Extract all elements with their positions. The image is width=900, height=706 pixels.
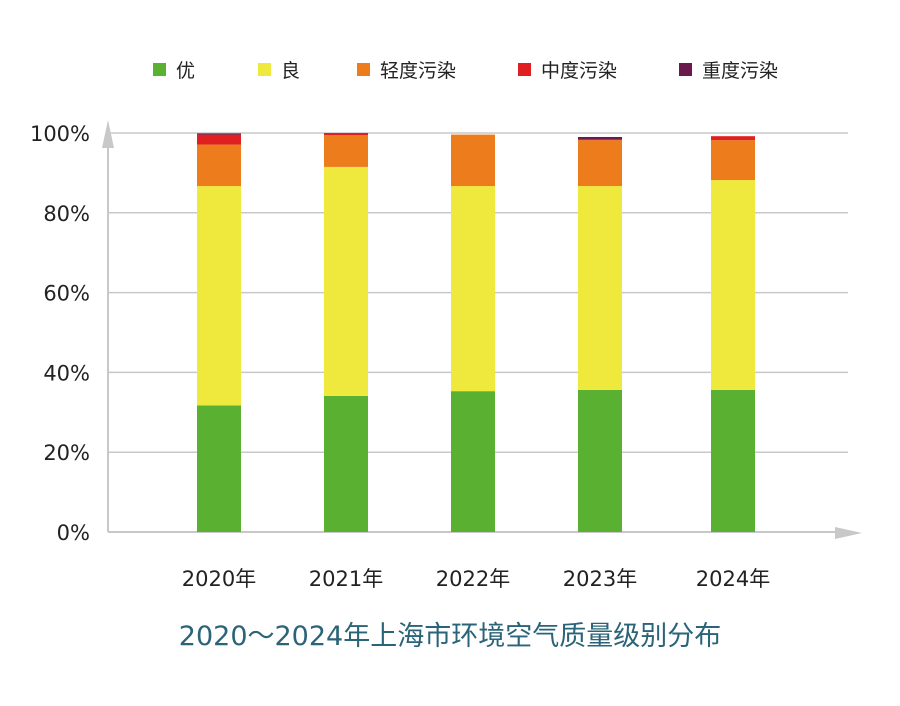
bar-segment-2024年-优	[711, 389, 755, 532]
legend-label: 优	[176, 60, 195, 82]
y-tick-label: 80%	[43, 202, 90, 226]
y-tick-label: 20%	[43, 441, 90, 465]
bar-segment-2020年-中度污染	[197, 134, 241, 145]
bar-segment-2022年-轻度污染	[451, 134, 495, 187]
bar-segment-2023年-优	[578, 389, 622, 532]
legend-swatch	[679, 63, 692, 76]
legend-swatch	[153, 63, 166, 76]
bar-segment-2023年-重度污染	[578, 136, 622, 139]
bar-segment-2023年-中度污染	[578, 138, 622, 141]
bar-segment-2022年-良	[451, 186, 495, 392]
bar-segment-2021年-中度污染	[324, 133, 368, 135]
x-tick-label: 2024年	[696, 567, 770, 591]
legend-label: 轻度污染	[380, 60, 456, 82]
bar-segment-2024年-良	[711, 180, 755, 390]
bar-segment-2020年-重度污染	[197, 133, 241, 135]
bar-segment-2024年-中度污染	[711, 136, 755, 141]
bar-segment-2021年-优	[324, 395, 368, 532]
bar-segment-2020年-优	[197, 405, 241, 532]
bar-segment-2024年-轻度污染	[711, 140, 755, 181]
x-axis-arrow	[835, 527, 862, 539]
legend-swatch	[357, 63, 370, 76]
y-tick-label: 40%	[43, 361, 90, 385]
bar-segment-2020年-良	[197, 186, 241, 406]
legend-label: 良	[281, 60, 300, 82]
legend-label: 重度污染	[702, 60, 778, 82]
x-tick-label: 2020年	[182, 567, 256, 591]
bar-segment-2023年-轻度污染	[578, 140, 622, 187]
bar-segment-2021年-良	[324, 166, 368, 396]
legend-swatch	[258, 63, 271, 76]
x-tick-label: 2022年	[436, 567, 510, 591]
bar-segment-2021年-轻度污染	[324, 134, 368, 167]
legend-label: 中度污染	[541, 60, 617, 82]
bar-segment-2020年-轻度污染	[197, 144, 241, 187]
bar-segment-2023年-良	[578, 186, 622, 390]
y-tick-label: 60%	[43, 282, 90, 306]
legend-swatch	[518, 63, 531, 76]
x-tick-label: 2021年	[309, 567, 383, 591]
chart-title: 2020～2024年上海市环境空气质量级别分布	[178, 621, 722, 652]
y-tick-label: 100%	[30, 122, 90, 146]
y-tick-label: 0%	[57, 521, 90, 545]
bar-segment-2022年-优	[451, 391, 495, 532]
y-axis-arrow	[102, 120, 114, 148]
x-tick-label: 2023年	[563, 567, 637, 591]
